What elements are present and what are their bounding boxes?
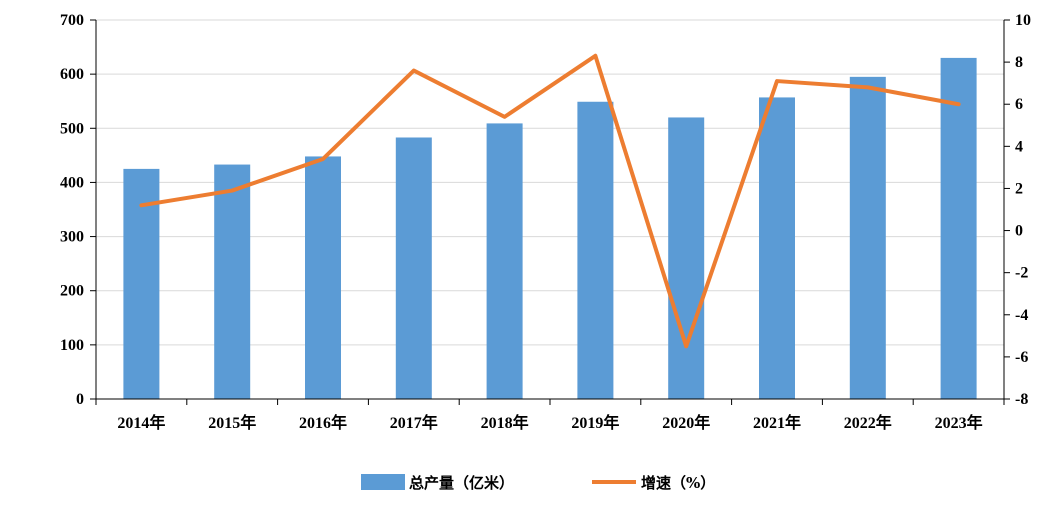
line-point	[958, 103, 960, 105]
right-tick-label: 8	[1015, 54, 1023, 71]
legend: 总产量（亿米） 增速（%）	[361, 474, 715, 492]
x-tick-label: 2023年	[935, 413, 983, 432]
line-point	[231, 190, 233, 192]
line-point	[594, 55, 596, 57]
line-point	[413, 70, 415, 72]
right-tick-label: 2	[1015, 180, 1023, 197]
bar	[577, 101, 614, 400]
left-tick-label: 300	[60, 229, 84, 246]
bar	[940, 57, 977, 400]
x-axis-ticks: 2014年 2015年 2016年 2017年 2018年 2019年 2020年 2021年…	[95, 399, 1005, 432]
line-point	[504, 116, 506, 118]
line-point	[867, 86, 869, 88]
line-point	[322, 158, 324, 160]
line-point	[776, 80, 778, 82]
x-tick-label: 2018年	[481, 413, 529, 432]
x-tick-label: 2016年	[299, 413, 347, 432]
left-tick-label: 200	[60, 283, 84, 300]
right-tick-label: 6	[1015, 96, 1023, 113]
bar	[668, 117, 705, 399]
bar	[759, 97, 795, 399]
bar	[214, 164, 251, 399]
legend-label-bar: 总产量（亿米）	[409, 474, 514, 492]
left-tick-label: 700	[60, 12, 84, 29]
growth-line	[139, 53, 961, 349]
bar-series-total-output	[123, 57, 977, 400]
bar	[395, 137, 432, 400]
x-tick-label: 2022年	[844, 413, 892, 432]
right-tick-label: 10	[1015, 12, 1031, 29]
bar	[486, 123, 523, 400]
x-tick-label: 2020年	[662, 413, 710, 432]
line-series-growth-rate	[139, 53, 961, 349]
right-tick-label: -2	[1015, 265, 1028, 282]
x-tick-label: 2019年	[571, 413, 619, 432]
left-y-axis-ticks: 0 100 200 300 400 500 600 700	[60, 12, 96, 408]
right-tick-label: -8	[1015, 391, 1028, 408]
x-tick-label: 2021年	[753, 413, 801, 432]
line-point	[685, 345, 687, 347]
x-tick-label: 2014年	[117, 413, 165, 432]
line-point	[140, 204, 142, 206]
right-tick-label: -6	[1015, 349, 1028, 366]
left-tick-label: 0	[76, 391, 84, 408]
legend-swatch-bar	[361, 474, 405, 490]
bar	[849, 76, 886, 399]
left-tick-label: 600	[60, 66, 84, 83]
right-tick-label: 0	[1015, 223, 1023, 240]
right-y-axis-ticks: -8 -6 -4 -2 0 2 4 6 8 10	[1004, 12, 1031, 408]
right-tick-label: -4	[1015, 307, 1028, 324]
left-tick-label: 100	[60, 337, 84, 354]
bar	[305, 156, 341, 399]
legend-label-line: 增速（%）	[641, 474, 715, 492]
right-tick-label: 4	[1015, 138, 1023, 155]
x-tick-label: 2017年	[390, 413, 438, 432]
x-tick-label: 2015年	[208, 413, 256, 432]
left-tick-label: 500	[60, 120, 84, 137]
left-tick-label: 400	[60, 174, 84, 191]
